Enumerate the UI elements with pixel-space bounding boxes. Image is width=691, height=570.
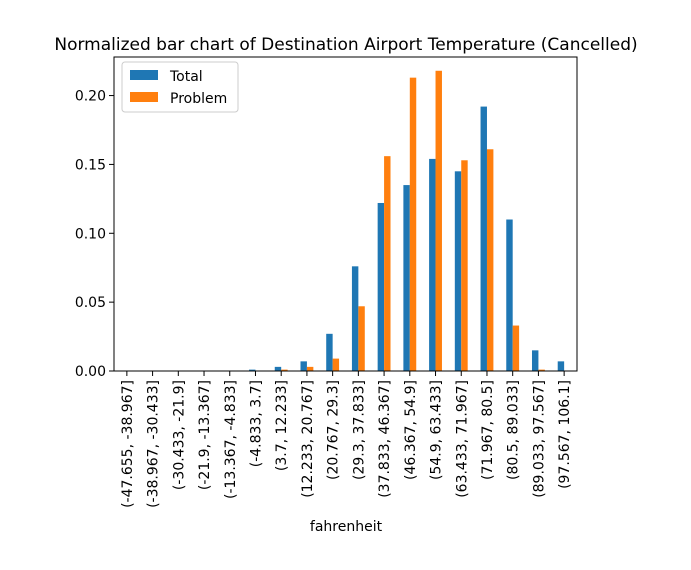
bar-total-9	[351, 266, 359, 371]
bar-total-12	[429, 158, 436, 371]
x-tick-label: (54.9, 63.433]	[429, 380, 445, 480]
legend: Total Problem	[121, 61, 239, 113]
x-axis: (-47.655, -38.967] (-38.967, -30.433] (-30…	[120, 371, 573, 508]
legend-label-total: Total	[169, 69, 203, 85]
x-tick-label: (29.3, 37.833]	[351, 380, 367, 480]
x-tick-label: (3.7, 12.233]	[274, 380, 290, 471]
bar-problem-12	[435, 70, 442, 372]
x-tick-label: (-47.655, -38.967]	[120, 380, 136, 508]
bar-total-17	[557, 361, 565, 371]
x-tick-label: (-21.9, -13.367]	[197, 380, 213, 490]
bar-total-16	[531, 350, 539, 371]
legend-swatch-total	[130, 70, 158, 80]
bar-problem-7	[306, 366, 314, 371]
y-tick-label: 0.15	[75, 157, 106, 173]
bars-group	[249, 70, 565, 372]
x-tick-label: (63.433, 71.967]	[454, 380, 470, 498]
bar-problem-11	[409, 77, 417, 371]
x-tick-label: (20.767, 29.3]	[326, 380, 342, 480]
y-tick-label: 0.00	[75, 364, 106, 380]
bar-problem-6	[281, 369, 288, 371]
bar-total-8	[326, 333, 333, 371]
x-tick-label: (89.033, 97.567]	[531, 380, 547, 498]
legend-swatch-problem	[130, 92, 158, 102]
y-tick-label: 0.05	[75, 295, 106, 311]
y-tick-label: 0.20	[75, 89, 106, 105]
bar-problem-14	[486, 149, 494, 371]
x-tick-label: (71.967, 80.5]	[480, 380, 496, 480]
bar-problem-15	[512, 325, 520, 371]
bar-problem-13	[461, 160, 468, 371]
y-axis: 0.00 0.05 0.10 0.15 0.20	[75, 89, 114, 380]
x-tick-label: (97.567, 106.1]	[557, 380, 573, 489]
chart-title: Normalized bar chart of Destination Airp…	[54, 35, 637, 55]
x-tick-label: (80.5, 89.033]	[506, 380, 522, 480]
bar-total-7	[300, 361, 307, 371]
x-tick-label: (12.233, 20.767]	[300, 380, 316, 498]
bar-total-5	[249, 369, 256, 371]
bar-total-13	[454, 171, 462, 371]
bar-total-15	[506, 219, 513, 371]
x-tick-label: (-13.367, -4.833]	[223, 380, 239, 499]
legend-label-problem: Problem	[170, 91, 227, 107]
x-tick-label: (46.367, 54.9]	[403, 380, 419, 480]
x-tick-label: (-4.833, 3.7]	[248, 380, 264, 467]
plot-frame	[113, 56, 578, 372]
bar-problem-8	[332, 358, 340, 371]
x-tick-label: (37.833, 46.367]	[377, 380, 393, 498]
x-tick-label: (-38.967, -30.433]	[146, 380, 162, 508]
bar-problem-16	[538, 369, 545, 371]
bar-total-14	[480, 106, 487, 371]
bar-total-6	[274, 366, 282, 371]
x-tick-label: (-30.433, -21.9]	[171, 380, 187, 490]
bar-problem-9	[358, 306, 365, 371]
bar-total-11	[403, 185, 410, 371]
x-axis-label: fahrenheit	[310, 519, 383, 535]
bar-total-10	[377, 202, 385, 371]
y-tick-label: 0.10	[75, 226, 106, 242]
bar-problem-10	[384, 156, 391, 371]
